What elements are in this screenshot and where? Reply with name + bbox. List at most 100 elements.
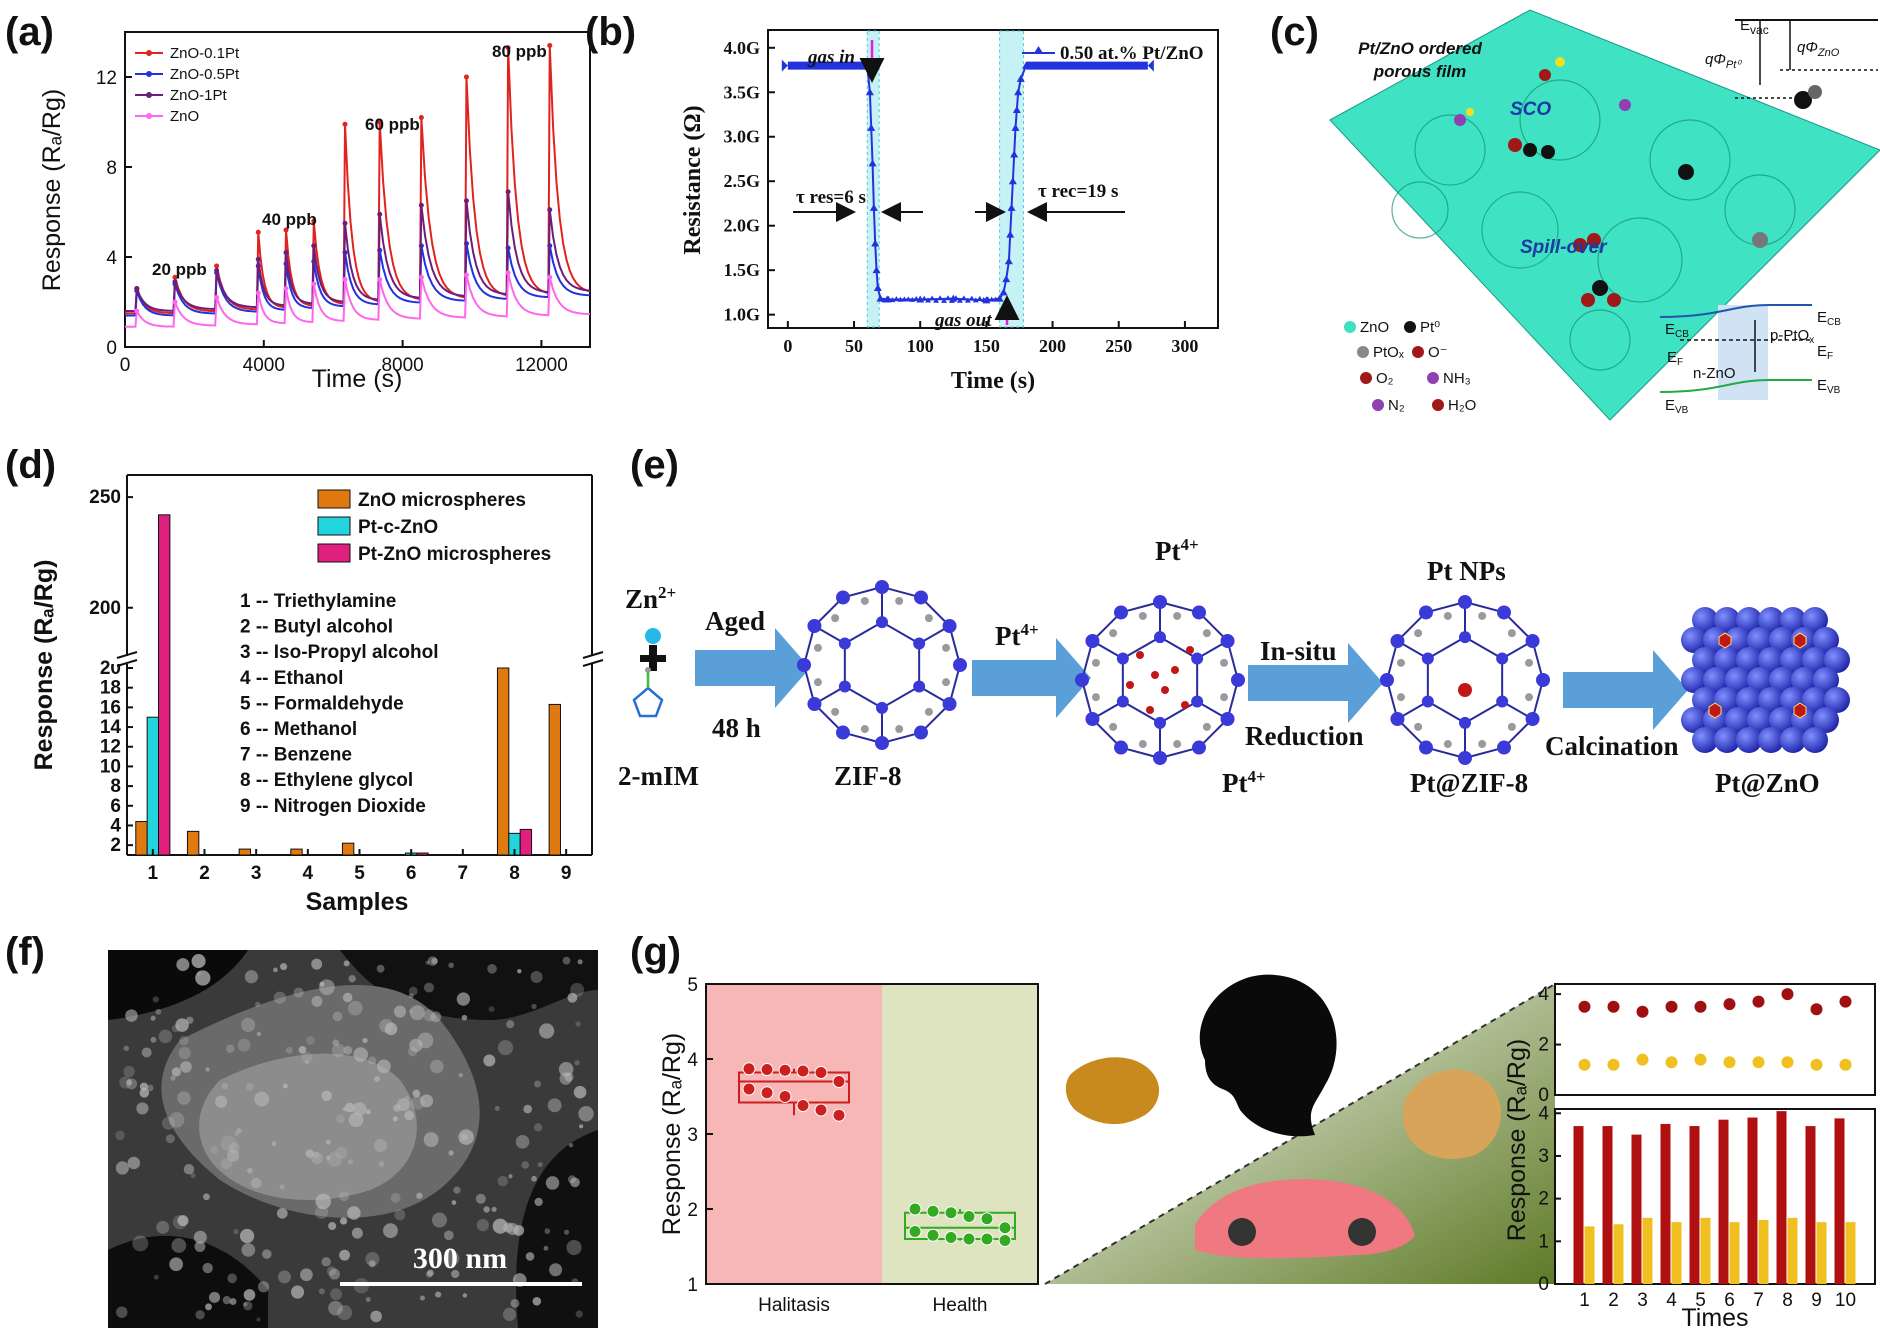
grain — [525, 1252, 535, 1261]
y-tick-label: 12 — [100, 737, 121, 758]
zn-node — [1085, 712, 1100, 726]
peak-point — [463, 198, 469, 204]
peak-point — [418, 202, 424, 208]
x-tick-label: 7 — [458, 863, 469, 884]
peak-point — [342, 277, 348, 282]
svg-text:Calcination: Calcination — [1545, 731, 1679, 761]
bar — [1660, 1123, 1671, 1284]
grain — [241, 1017, 256, 1032]
grain — [233, 1229, 239, 1235]
grain — [579, 1124, 584, 1129]
zno-ball — [1736, 687, 1762, 713]
grain — [374, 1076, 381, 1082]
data-point — [998, 1234, 1012, 1247]
zno-ball — [1725, 707, 1751, 733]
data-point — [1578, 1058, 1591, 1071]
grain — [430, 1059, 444, 1074]
grain — [319, 981, 325, 987]
zn-ion-icon — [645, 628, 661, 644]
grain — [152, 996, 159, 1003]
data-point — [1008, 177, 1017, 185]
grain — [171, 1238, 187, 1253]
chart-a-ylabel: Response (Rₐ/Rɡ) — [38, 89, 66, 291]
y-tick-label: 2.5G — [723, 171, 760, 191]
y-tick-label: 2 — [1538, 1189, 1549, 1210]
x-tick-label: 3 — [251, 863, 262, 884]
grain — [305, 1149, 314, 1158]
grain — [245, 1083, 254, 1091]
series-line-ZnO — [125, 272, 591, 328]
legend-swatch — [317, 489, 351, 509]
grain — [435, 1291, 442, 1298]
grain — [497, 1039, 514, 1056]
data-point — [1607, 1058, 1620, 1071]
grain — [506, 1222, 519, 1236]
grain — [547, 1098, 562, 1113]
legend-label: H₂O — [1448, 397, 1476, 414]
zno-ball — [1758, 727, 1784, 753]
grain — [562, 956, 571, 965]
grain — [125, 1009, 138, 1022]
zno-ball — [1736, 607, 1762, 633]
grain — [409, 1038, 423, 1052]
legend-label: Pt⁰ — [1420, 319, 1440, 336]
x-tick-label: 9 — [1811, 1290, 1822, 1311]
bar — [290, 848, 303, 856]
zif8-cage-icon — [797, 580, 967, 750]
grain — [409, 1005, 425, 1021]
grain — [332, 1039, 340, 1047]
peak-point — [377, 119, 383, 125]
grain — [254, 1001, 261, 1008]
grain — [325, 1139, 331, 1145]
linker-node — [1525, 693, 1534, 702]
grain — [383, 1223, 398, 1239]
sem-image: 300 nm — [108, 950, 598, 1328]
grain — [127, 1156, 141, 1170]
arrow-pt4 — [972, 638, 1091, 718]
y-tick-label: 2 — [110, 835, 121, 856]
data-point — [1011, 123, 1020, 131]
x-tick-label: 50 — [845, 336, 863, 356]
grain — [280, 963, 288, 971]
data-point — [1839, 1058, 1852, 1071]
legend-marker — [146, 113, 152, 119]
peak-point — [134, 286, 140, 291]
legend-label: ZnO-1Pt — [170, 87, 228, 104]
data-point — [881, 297, 888, 303]
peak-point — [172, 279, 178, 285]
zn-node — [875, 736, 889, 750]
data-point — [873, 283, 882, 291]
data-point — [814, 1066, 828, 1079]
bar — [238, 848, 251, 856]
chart-g-top: 0 2 4 — [1538, 983, 1876, 1106]
linker-node — [1478, 740, 1487, 749]
band-diagram-top: Evac qΦPt⁰ qΦZnO — [1705, 17, 1878, 109]
grain — [331, 1043, 346, 1058]
data-point — [796, 1064, 810, 1078]
data-point — [921, 295, 928, 301]
grain — [566, 1239, 582, 1256]
grain — [424, 982, 434, 993]
grain — [196, 970, 202, 976]
legend-marker-5 — [1427, 372, 1439, 384]
zno-ball — [1736, 727, 1762, 753]
zn-node — [1192, 740, 1206, 755]
zno-ball — [1802, 687, 1828, 713]
grain — [139, 1088, 150, 1098]
grain — [271, 1141, 277, 1147]
zno-ball — [1692, 647, 1718, 673]
grain — [337, 1305, 353, 1321]
grain — [156, 1220, 170, 1234]
zn-node — [1497, 605, 1511, 620]
grain — [195, 970, 211, 986]
peak-point — [377, 211, 383, 217]
breath-plume-icon — [1065, 1057, 1160, 1125]
data-point — [897, 296, 904, 302]
data-point — [1839, 995, 1852, 1008]
linker-node — [924, 614, 933, 623]
y-tick-label: 14 — [100, 717, 122, 738]
grain — [534, 1197, 543, 1207]
grain — [150, 1015, 156, 1021]
linker-node — [1507, 629, 1516, 638]
